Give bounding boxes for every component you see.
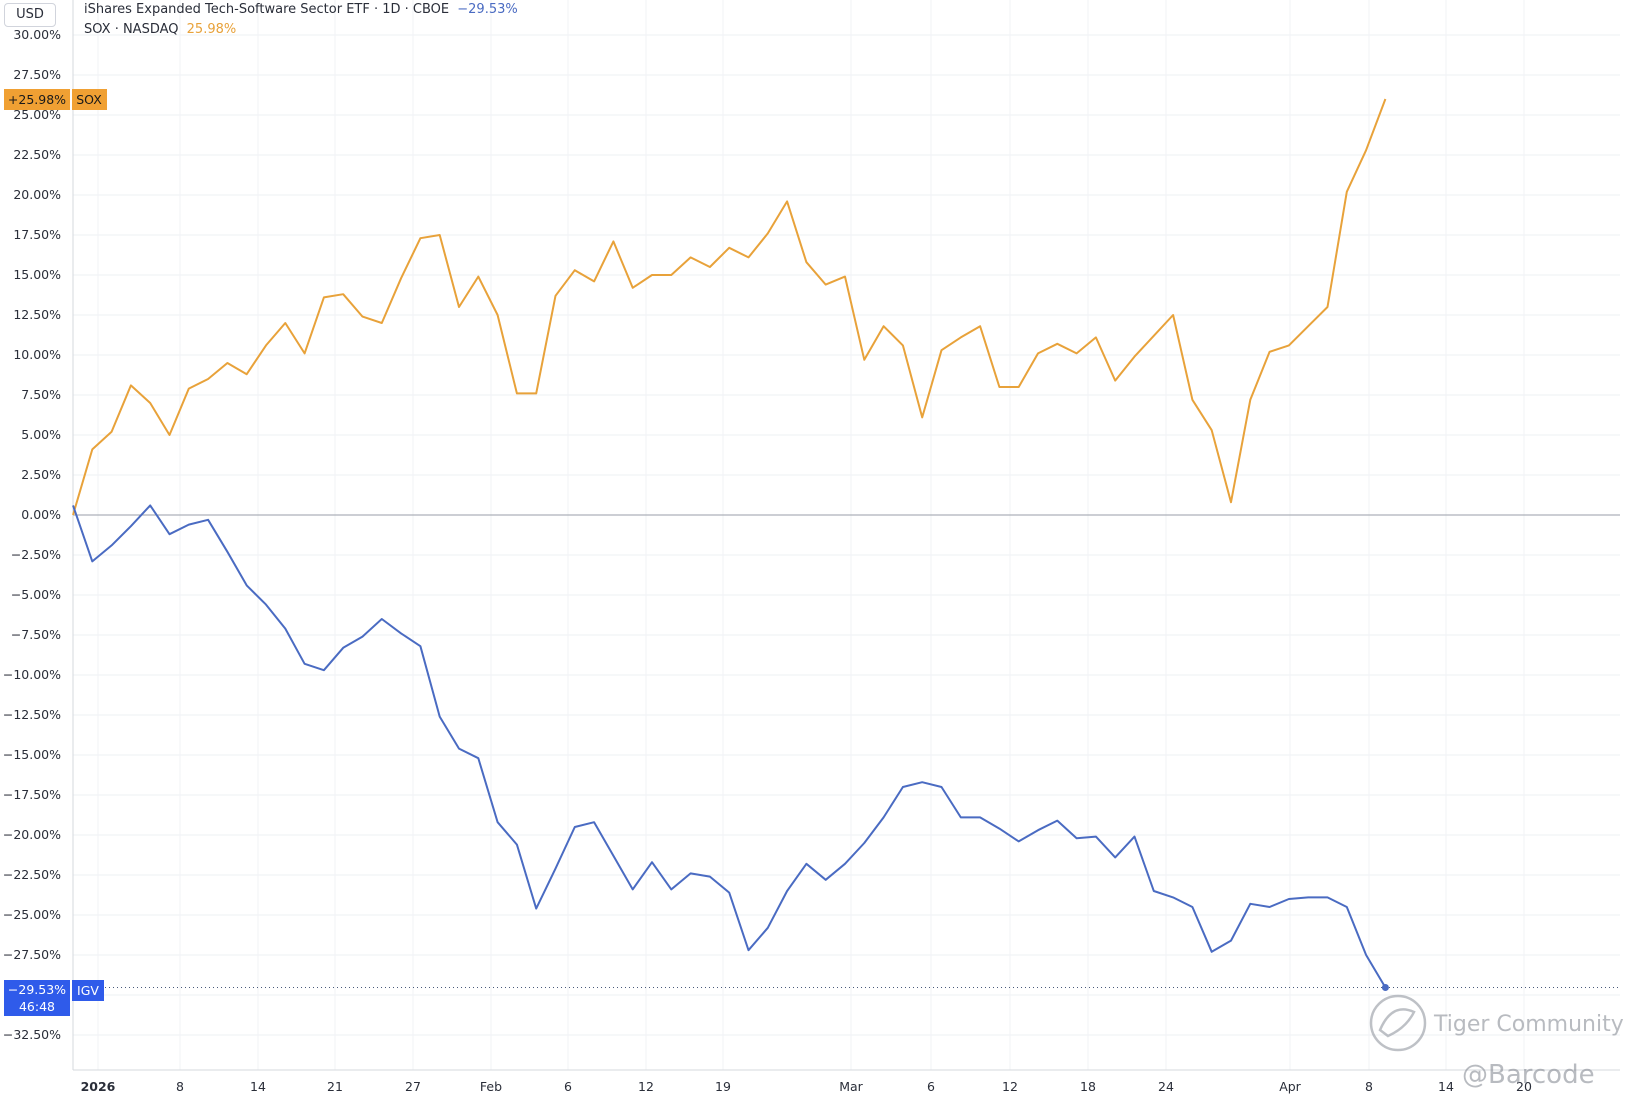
igv-badge-value: −29.53% bbox=[8, 982, 66, 997]
y-tick-label: 30.00% bbox=[13, 27, 61, 42]
y-tick-label: −17.50% bbox=[3, 787, 61, 802]
igv-price-badge: −29.53% 46:48 IGV bbox=[4, 980, 104, 1016]
x-tick-label: 18 bbox=[1080, 1079, 1096, 1094]
x-axis: 2026 8 14 21 27 Feb 6 12 19 Mar 6 12 18 24 Apr 8 14 20 bbox=[81, 1079, 1532, 1094]
legend: iShares Expanded Tech-Software Sector ET… bbox=[84, 0, 518, 40]
legend-sox-row[interactable]: SOX · NASDAQ 25.98% bbox=[84, 20, 518, 40]
x-tick-label: 21 bbox=[327, 1079, 343, 1094]
y-tick-label: −20.00% bbox=[3, 827, 61, 842]
y-tick-label: 12.50% bbox=[13, 307, 61, 322]
y-tick-label: −25.00% bbox=[3, 907, 61, 922]
sox-badge-label: SOX bbox=[76, 92, 102, 107]
x-tick-label: 12 bbox=[638, 1079, 654, 1094]
y-tick-label: 27.50% bbox=[13, 67, 61, 82]
y-tick-label: 17.50% bbox=[13, 227, 61, 242]
legend-igv-row[interactable]: iShares Expanded Tech-Software Sector ET… bbox=[84, 0, 518, 20]
y-tick-label: 0.00% bbox=[21, 507, 61, 522]
y-tick-label: 2.50% bbox=[21, 467, 61, 482]
y-tick-label: −15.00% bbox=[3, 747, 61, 762]
x-tick-label: 24 bbox=[1158, 1079, 1174, 1094]
x-tick-label: Apr bbox=[1279, 1079, 1301, 1094]
x-tick-label: Feb bbox=[480, 1079, 502, 1094]
x-tick-label: 19 bbox=[715, 1079, 731, 1094]
y-tick-label: 22.50% bbox=[13, 147, 61, 162]
y-tick-label: −2.50% bbox=[11, 547, 61, 562]
y-tick-label: −10.00% bbox=[3, 667, 61, 682]
y-axis: 30.00% 27.50% 25.00% 22.50% 20.00% 17.50% 15.0… bbox=[3, 27, 61, 1042]
x-tick-label: 8 bbox=[1365, 1079, 1373, 1094]
y-tick-label: −12.50% bbox=[3, 707, 61, 722]
grid bbox=[72, 0, 1620, 1071]
x-tick-label: 6 bbox=[927, 1079, 935, 1094]
currency-button[interactable]: USD bbox=[4, 3, 56, 27]
y-tick-label: 20.00% bbox=[13, 187, 61, 202]
y-tick-label: −27.50% bbox=[3, 947, 61, 962]
y-tick-label: 15.00% bbox=[13, 267, 61, 282]
y-tick-label: 5.00% bbox=[21, 427, 61, 442]
tiger-community-watermark: Tiger Community @Barcode bbox=[1369, 994, 1624, 1090]
series-layer bbox=[72, 98, 1389, 991]
y-tick-label: −5.00% bbox=[11, 587, 61, 602]
x-tick-label: 12 bbox=[1002, 1079, 1018, 1094]
x-tick-label: 14 bbox=[250, 1079, 266, 1094]
x-tick-label: 8 bbox=[176, 1079, 184, 1094]
y-tick-label: 7.50% bbox=[21, 387, 61, 402]
y-tick-label: −7.50% bbox=[11, 627, 61, 642]
igv-countdown: 46:48 bbox=[19, 999, 55, 1014]
series-line-igv bbox=[72, 504, 1387, 989]
x-tick-label: Mar bbox=[839, 1079, 863, 1094]
sox-badge-value: +25.98% bbox=[8, 92, 66, 107]
watermark-brand: Tiger Community bbox=[1433, 1012, 1624, 1037]
y-tick-label: 10.00% bbox=[13, 347, 61, 362]
igv-last-point bbox=[1381, 983, 1389, 991]
legend-igv-value: −29.53% bbox=[457, 2, 518, 17]
x-tick-label: 14 bbox=[1438, 1079, 1454, 1094]
x-tick-label: 2026 bbox=[81, 1079, 116, 1094]
x-tick-label: 27 bbox=[405, 1079, 421, 1094]
igv-badge-label: IGV bbox=[77, 983, 99, 998]
x-tick-label: 6 bbox=[564, 1079, 572, 1094]
y-tick-label: −22.50% bbox=[3, 867, 61, 882]
watermark-handle: @Barcode bbox=[1462, 1060, 1595, 1090]
sox-price-badge: +25.98% SOX bbox=[4, 89, 107, 110]
legend-sox-value: 25.98% bbox=[186, 22, 237, 37]
legend-igv-name: iShares Expanded Tech-Software Sector ET… bbox=[84, 2, 450, 17]
y-tick-label: 25.00% bbox=[13, 107, 61, 122]
x-tick-label: 20 bbox=[1516, 1079, 1532, 1094]
tiger-logo-icon bbox=[1369, 994, 1427, 1052]
legend-sox-name: SOX · NASDAQ bbox=[84, 22, 179, 37]
y-tick-label: −32.50% bbox=[3, 1027, 61, 1042]
series-line-sox bbox=[72, 98, 1387, 516]
